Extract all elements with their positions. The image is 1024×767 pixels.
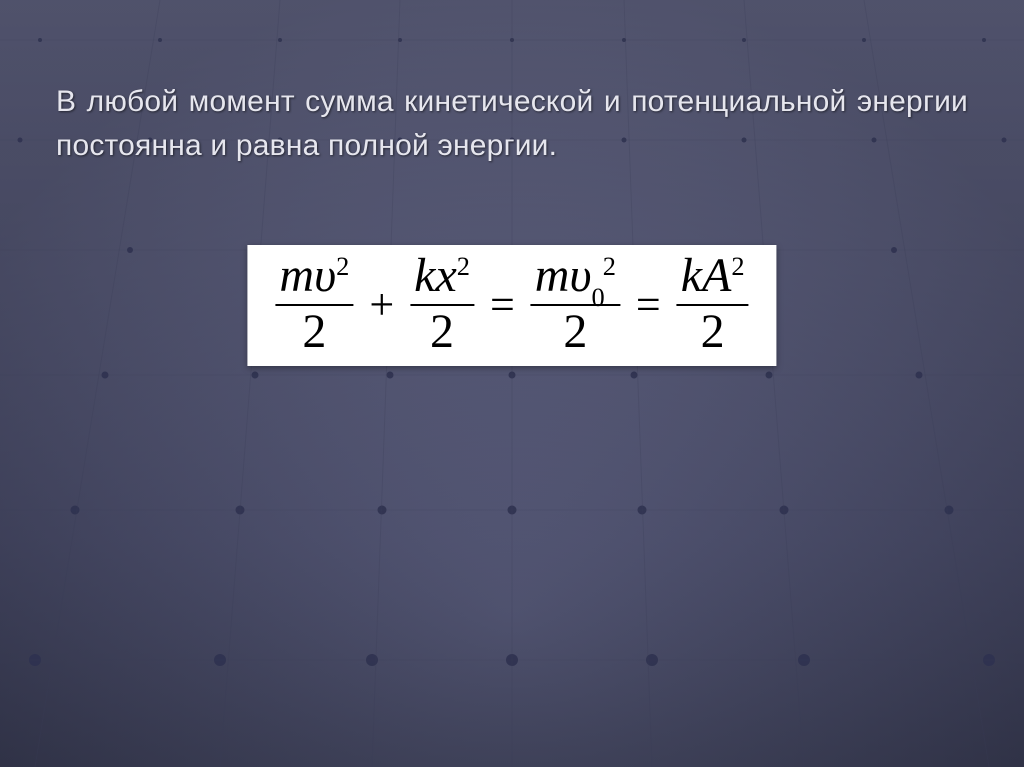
var-k: k xyxy=(681,249,702,302)
denominator: 2 xyxy=(298,307,330,357)
var-v: υ xyxy=(314,249,336,302)
var-k: k xyxy=(414,249,435,302)
exp-2: 2 xyxy=(603,251,616,281)
equals-operator: = xyxy=(486,279,519,330)
max-potential-energy-term: kA2 2 xyxy=(677,251,749,358)
var-v0: υ xyxy=(569,249,591,302)
var-m: m xyxy=(535,249,570,302)
slide-body-text: В любой момент сумма кинетической и поте… xyxy=(56,80,968,167)
denominator: 2 xyxy=(697,307,729,357)
exp-2: 2 xyxy=(457,251,470,281)
sub-0: 0 xyxy=(592,282,605,312)
var-x: x xyxy=(435,249,456,302)
var-A: A xyxy=(702,249,731,302)
exp-2: 2 xyxy=(731,251,744,281)
exp-2: 2 xyxy=(336,251,349,281)
plus-operator: + xyxy=(365,279,398,330)
potential-energy-term: kx2 2 xyxy=(410,251,474,358)
denominator: 2 xyxy=(559,307,591,357)
denominator: 2 xyxy=(426,307,458,357)
max-kinetic-energy-term: mυ02 2 xyxy=(531,251,620,358)
kinetic-energy-term: mυ2 2 xyxy=(275,251,353,358)
formula-box: mυ2 2 + kx2 2 = mυ02 2 = xyxy=(247,245,776,366)
slide: В любой момент сумма кинетической и поте… xyxy=(0,0,1024,767)
var-m: m xyxy=(279,249,314,302)
equals-operator: = xyxy=(632,279,665,330)
energy-conservation-formula: mυ2 2 + kx2 2 = mυ02 2 = xyxy=(275,251,748,358)
